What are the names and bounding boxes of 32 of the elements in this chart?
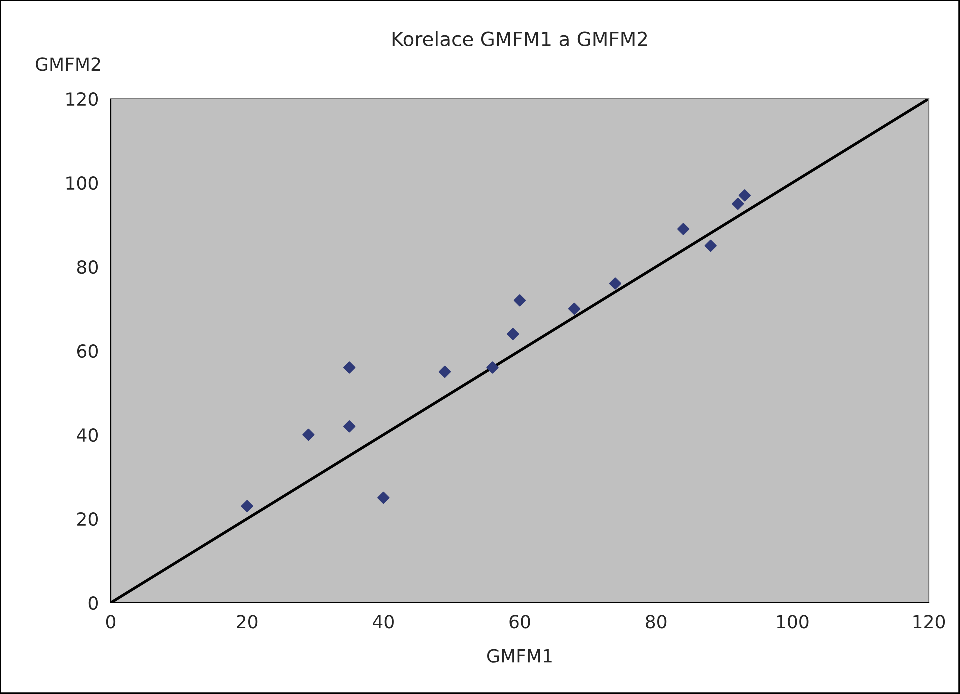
point [344, 362, 356, 374]
x-tick-label: 0 [106, 615, 116, 629]
point [678, 223, 690, 236]
x-tick-label: 60 [510, 615, 530, 629]
point [609, 278, 622, 290]
point [738, 190, 752, 202]
y-tick-label: 80 [77, 260, 98, 274]
point [302, 428, 315, 442]
point [704, 240, 717, 252]
y-tick-label: 100 [66, 176, 98, 190]
x-tick-label: 80 [646, 615, 667, 629]
point [438, 366, 452, 378]
y-tick-label: 0 [88, 596, 98, 610]
y-axis-title: GMFM2 [36, 58, 100, 72]
chart-title: Korelace GMFM1 a GMFM2 [392, 31, 648, 46]
y-tick-label: 120 [66, 92, 98, 106]
point [344, 420, 356, 433]
y-tick-label: 40 [77, 428, 98, 442]
point [507, 328, 520, 340]
point [378, 492, 390, 504]
x-tick-label: 20 [237, 615, 258, 629]
x-tick-label: 40 [373, 615, 394, 629]
x-tick-label: 120 [914, 615, 946, 629]
point [241, 500, 254, 512]
point [568, 302, 581, 316]
x-tick-label: 100 [777, 615, 809, 629]
y-tick-label: 20 [78, 512, 98, 526]
point [514, 294, 526, 307]
y-tick-label: 60 [77, 344, 98, 358]
x-axis-title: GMFM1 [488, 649, 552, 663]
point [732, 198, 744, 210]
point [486, 362, 499, 374]
